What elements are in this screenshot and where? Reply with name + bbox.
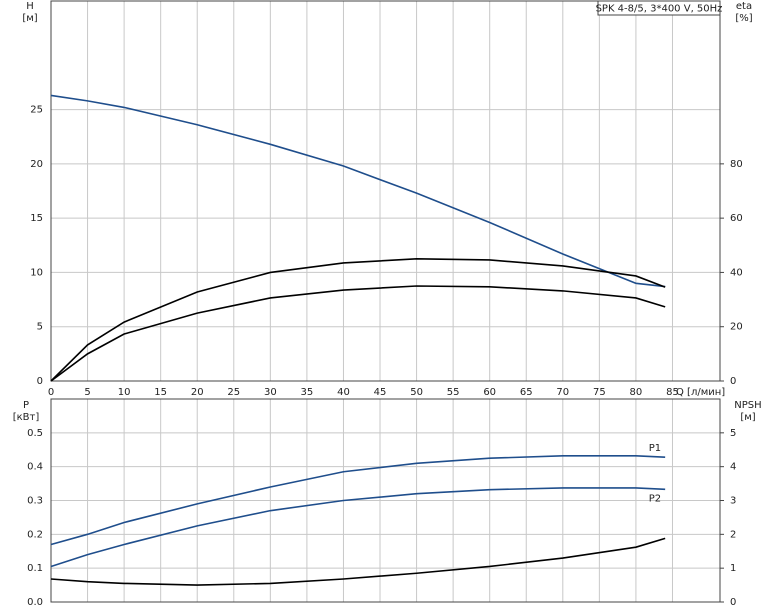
y-label: H xyxy=(26,1,34,12)
y2-unit: [м] xyxy=(740,412,755,423)
x-tick-label: 20 xyxy=(191,387,204,398)
y-unit: [м] xyxy=(22,13,37,24)
title-box xyxy=(597,0,721,16)
y-tick-label: 0 xyxy=(37,376,43,387)
y2-tick-label: 0 xyxy=(730,376,736,387)
x-tick-label: 55 xyxy=(447,387,460,398)
y-tick-label: 25 xyxy=(30,105,43,116)
y2-tick-label: 0 xyxy=(730,597,736,608)
x-tick-label: 5 xyxy=(84,387,90,398)
y-tick-label: 20 xyxy=(30,159,43,170)
y2-tick-label: 40 xyxy=(730,267,743,278)
y-label: P xyxy=(23,400,29,411)
y-tick-label: 0.5 xyxy=(27,428,43,439)
y2-unit: [%] xyxy=(735,13,752,24)
x-tick-label: 45 xyxy=(374,387,387,398)
x-tick-label: 60 xyxy=(483,387,496,398)
series-line xyxy=(50,94,666,288)
y-tick-label: 15 xyxy=(30,213,43,224)
y-tick-label: 0.4 xyxy=(27,462,43,473)
y2-tick-label: 20 xyxy=(730,322,743,333)
x-tick-label: 25 xyxy=(227,387,240,398)
y-tick-label: 10 xyxy=(30,267,43,278)
y-tick-label: 0.3 xyxy=(27,496,43,507)
x-tick-label: 40 xyxy=(337,387,350,398)
series-line xyxy=(50,537,666,586)
y2-tick-label: 1 xyxy=(730,563,736,574)
y2-tick-label: 2 xyxy=(730,529,736,540)
x-tick-label: 50 xyxy=(410,387,423,398)
y-tick-label: 0.2 xyxy=(27,529,43,540)
y2-label: NPSH xyxy=(734,400,761,411)
y2-tick-label: 80 xyxy=(730,159,743,170)
x-tick-label: 0 xyxy=(48,387,54,398)
y2-tick-label: 60 xyxy=(730,213,743,224)
y2-tick-label: 5 xyxy=(730,428,736,439)
x-tick-label: 35 xyxy=(301,387,314,398)
x-label: Q [л/мин] xyxy=(676,387,725,398)
y2-tick-label: 3 xyxy=(730,496,736,507)
chart-title: SPK 4-8/5, 3*400 V, 50Hz xyxy=(596,4,723,15)
x-tick-label: 15 xyxy=(154,387,167,398)
x-tick-label: 65 xyxy=(520,387,533,398)
series-line xyxy=(50,455,666,546)
x-tick-label: 30 xyxy=(264,387,277,398)
x-tick-label: 70 xyxy=(556,387,569,398)
series-label: P2 xyxy=(649,493,661,504)
series-label: P1 xyxy=(649,443,661,454)
series-line xyxy=(50,258,666,382)
y2-label: eta xyxy=(736,1,752,12)
x-tick-label: 75 xyxy=(593,387,606,398)
series-line xyxy=(50,285,666,382)
y2-tick-label: 4 xyxy=(730,462,736,473)
x-tick-label: 80 xyxy=(630,387,643,398)
y-tick-label: 5 xyxy=(37,322,43,333)
y-tick-label: 0.0 xyxy=(27,597,43,608)
y-tick-label: 0.1 xyxy=(27,563,43,574)
series-line xyxy=(50,487,666,568)
y-unit: [кВт] xyxy=(13,412,40,423)
x-tick-label: 85 xyxy=(666,387,679,398)
plot-frame xyxy=(50,0,721,382)
x-tick-label: 10 xyxy=(118,387,131,398)
